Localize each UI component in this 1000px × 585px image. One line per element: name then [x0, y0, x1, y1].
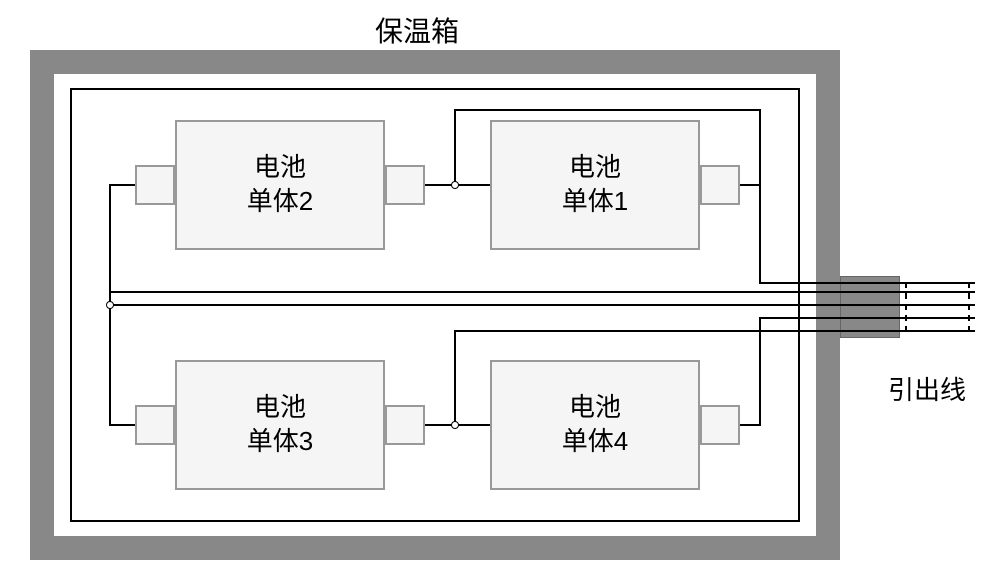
node-top-junction [451, 181, 459, 189]
terminal-cell4-right [700, 405, 740, 445]
battery-cell-1: 电池 单体1 [490, 120, 700, 250]
terminal-cell2-right [385, 165, 425, 205]
terminal-cell1-right [700, 165, 740, 205]
node-left-junction [106, 301, 114, 309]
terminal-cell3-right [385, 405, 425, 445]
battery-cell-3: 电池 单体3 [175, 360, 385, 490]
battery-cell-4: 电池 单体4 [490, 360, 700, 490]
node-bottom-junction [451, 421, 459, 429]
cell-label: 电池 单体2 [247, 151, 313, 219]
cell-label: 电池 单体3 [247, 391, 313, 459]
lead-wire-label: 引出线 [888, 370, 966, 407]
terminal-cell2-left [135, 165, 175, 205]
cell-label: 电池 单体1 [562, 151, 628, 219]
cell-label: 电池 单体4 [562, 391, 628, 459]
lead-wire-box [905, 282, 970, 332]
battery-cell-2: 电池 单体2 [175, 120, 385, 250]
diagram-title: 保温箱 [375, 10, 459, 50]
connector-block [840, 276, 900, 338]
terminal-cell3-left [135, 405, 175, 445]
